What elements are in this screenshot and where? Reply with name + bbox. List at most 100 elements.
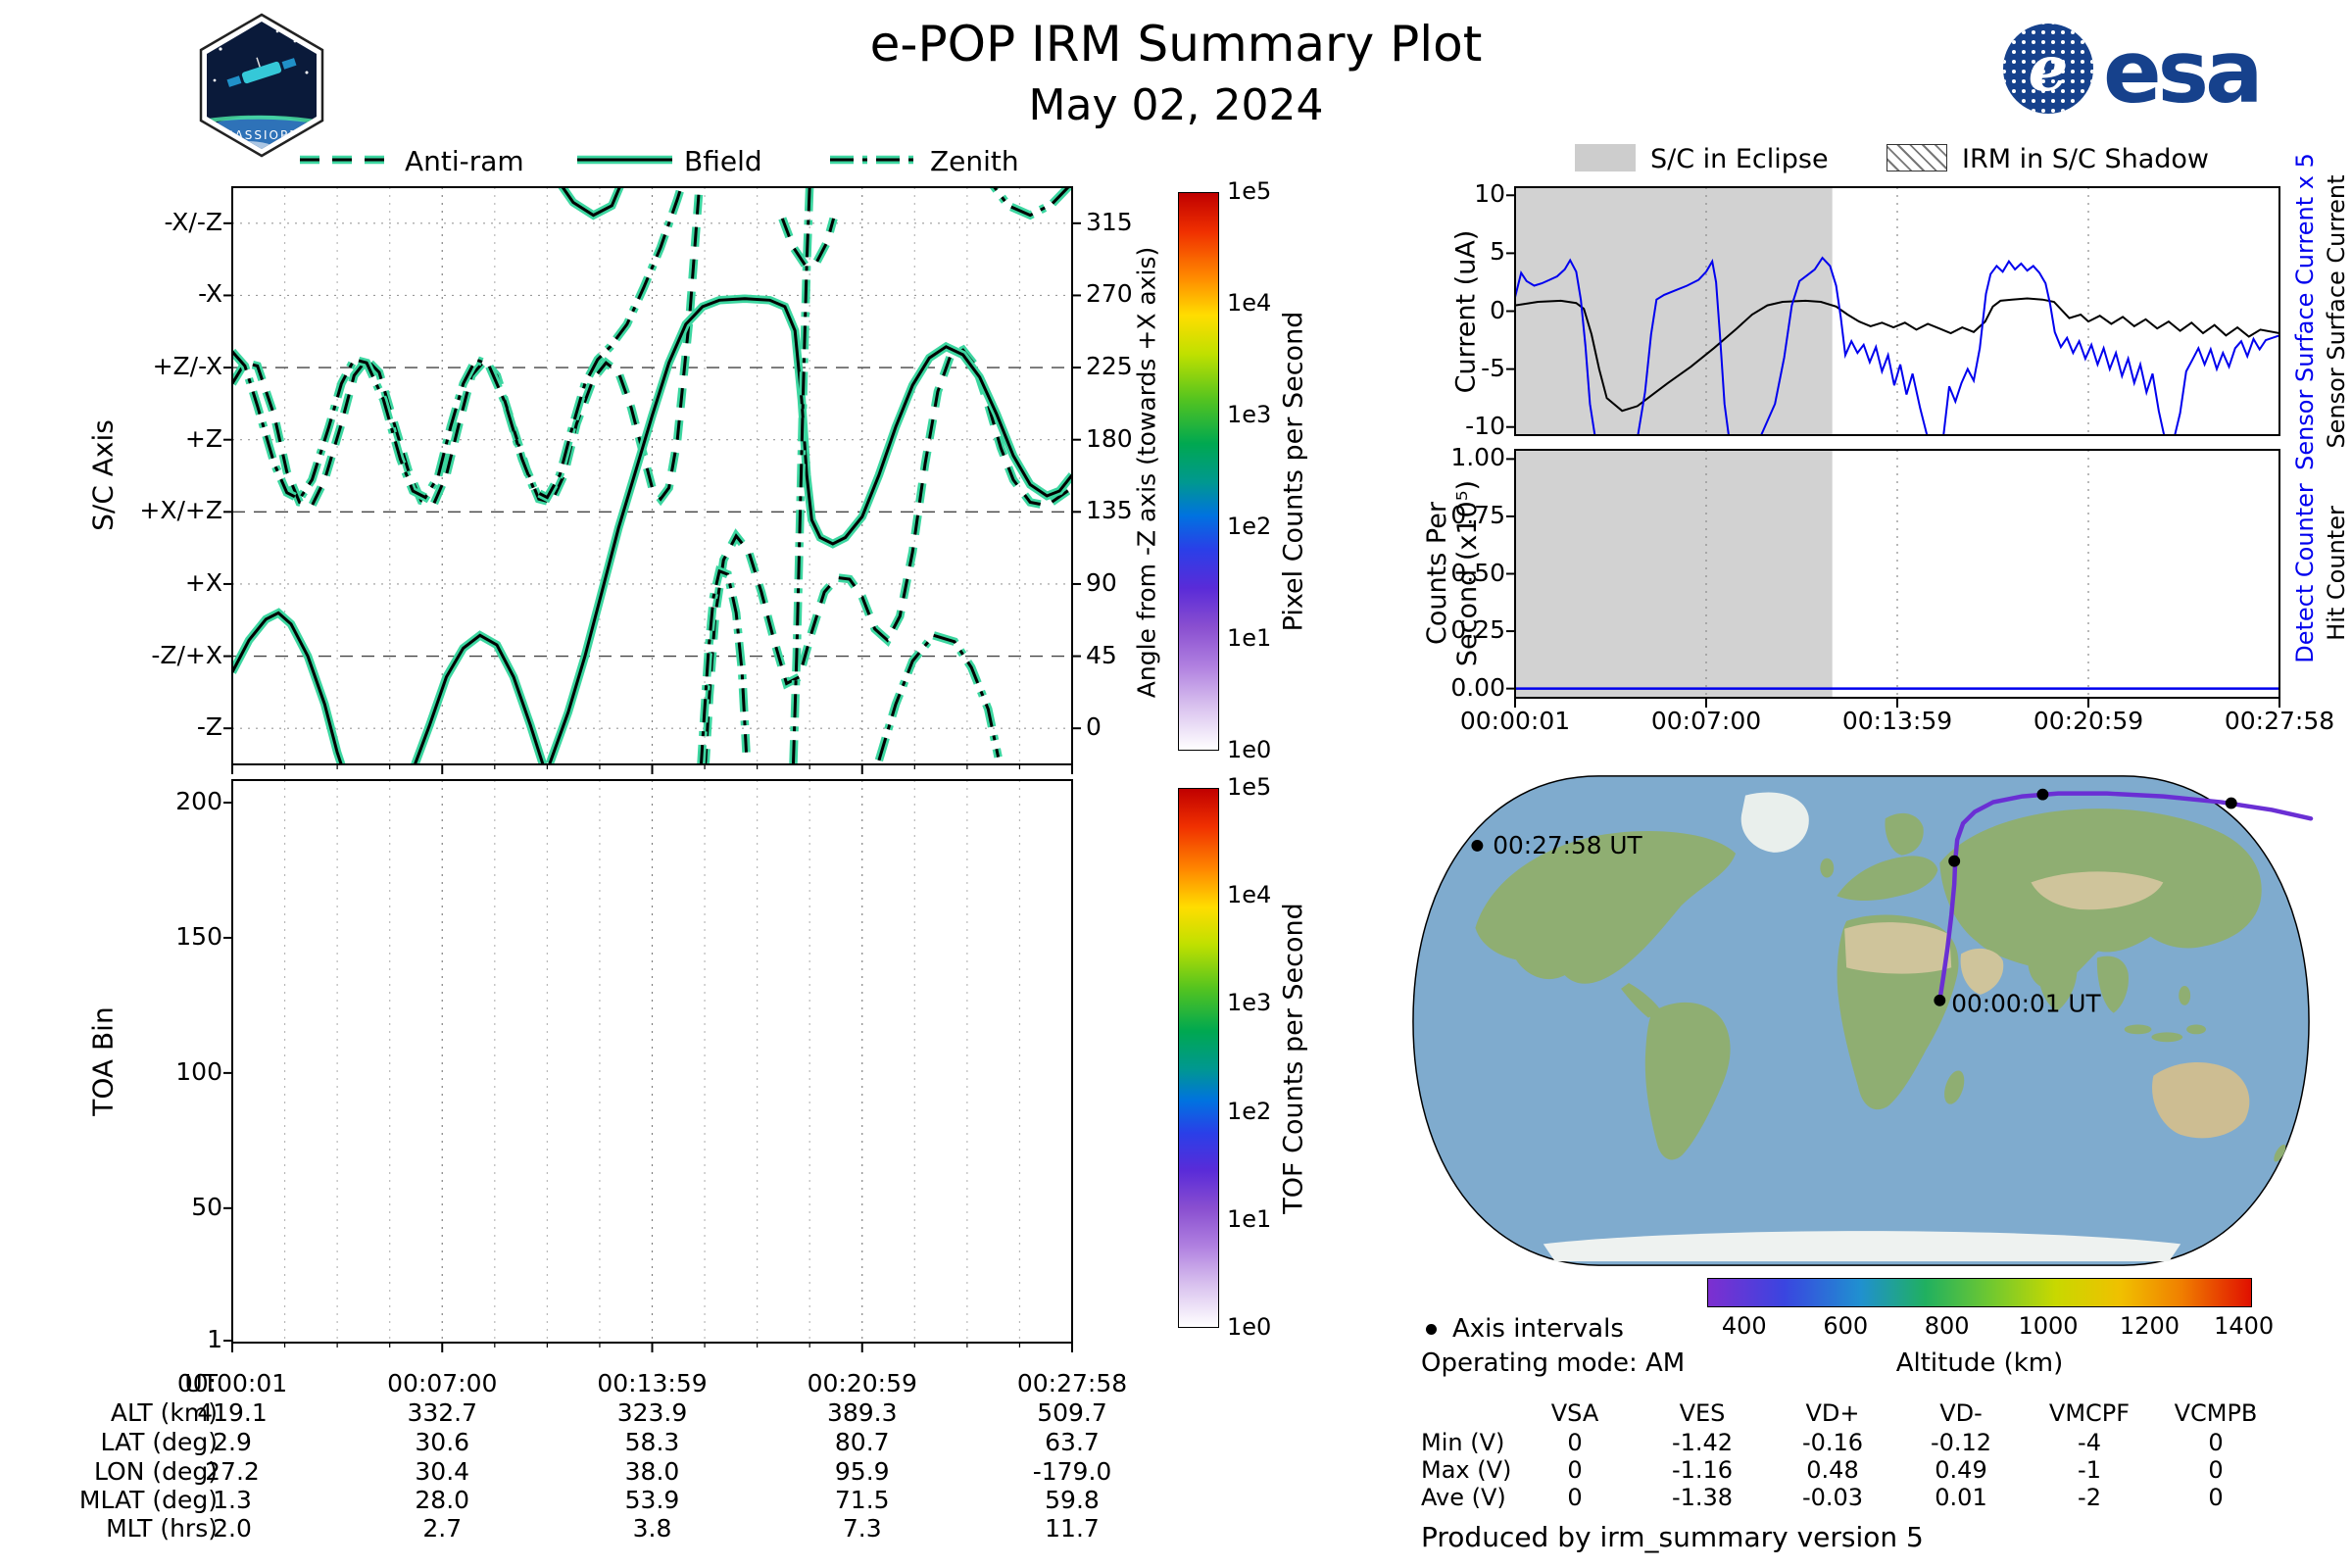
angle-axis-label: Angle from -Z axis (towards +X axis) [1132, 246, 1161, 699]
map-start-label: 00:00:01 UT [1951, 990, 2101, 1018]
orbit-track-layer [1471, 788, 2314, 1006]
legend-zenith-label: Zenith [930, 145, 1019, 177]
pixel-colorbar-tick: 1e4 [1227, 289, 1272, 317]
time-xtick-label: 00:07:00 [1650, 707, 1762, 735]
map-greenland [1740, 792, 1809, 853]
voltage-row-label: Min (V) [1421, 1429, 1505, 1456]
footer-produced-by: Produced by irm_summary version 5 [1421, 1521, 1924, 1553]
ephemeris-row-label: MLAT (deg) [78, 1486, 218, 1514]
voltage-cell: -1.16 [1671, 1456, 1734, 1484]
page-title: e-POP IRM Summary Plot [869, 16, 1483, 73]
map-se-asia [2096, 956, 2129, 1013]
time-xtick-label: 00:00:01 [1459, 707, 1571, 735]
sc-axis-ytick-label: -X [198, 279, 222, 309]
ephemeris-row-label: MLT (hrs) [106, 1514, 218, 1543]
toa-ytick-label: 200 [175, 787, 222, 815]
altitude-tick: 1200 [2119, 1312, 2180, 1340]
ephemeris-cell: 00:20:59 [807, 1369, 917, 1397]
map-arabia [1960, 948, 2004, 995]
voltage-cell: 0 [1567, 1484, 1583, 1511]
tof-colorbar-tick: 1e4 [1227, 881, 1272, 909]
altitude-tick: 600 [1823, 1312, 1869, 1340]
voltage-cell: 0 [2208, 1456, 2224, 1484]
current-right-label-blue: Sensor Surface Current x 5 [2291, 153, 2319, 470]
map-japan-2 [2223, 915, 2236, 934]
time-xtick-label: 00:27:58 [2224, 707, 2335, 735]
map-new-zealand [2274, 1144, 2286, 1162]
tof-colorbar [1178, 788, 1219, 1328]
current-ytick-label: -10 [1465, 411, 1505, 440]
ephemeris-cell: 332.7 [407, 1398, 478, 1427]
esa-logo: e esa [2003, 22, 2263, 122]
counts-ytick-label: 0.50 [1450, 558, 1505, 587]
map-central-asia [2031, 871, 2164, 910]
ephemeris-row-label: LON (deg) [94, 1457, 218, 1486]
toa-ytick-label: 150 [175, 921, 222, 951]
ephemeris-cell: 00:00:01 [176, 1369, 288, 1397]
counts-ytick-label: 1.00 [1450, 443, 1505, 472]
map-continents [1475, 792, 2286, 1262]
current-ytick-label: 0 [1490, 295, 1505, 324]
tof-colorbar-tick: 1e0 [1227, 1313, 1272, 1341]
voltage-col-header: VD- [1939, 1399, 1983, 1427]
voltage-row-label: Max (V) [1421, 1456, 1512, 1484]
ephemeris-cell: 80.7 [834, 1428, 890, 1456]
esa-wordmark: esa [2103, 22, 2259, 122]
current-ytick-label: 10 [1474, 179, 1505, 209]
sc-axis-ytick-label: -Z [196, 712, 222, 742]
toa-ytick-label: 100 [175, 1056, 222, 1086]
shadow-swatch [1886, 144, 1947, 172]
tof-colorbar-tick: 1e2 [1227, 1097, 1272, 1125]
axis-intervals-label: Axis intervals [1452, 1314, 1624, 1344]
world-map: 00:00:01 UT 00:27:58 UT [1412, 775, 2314, 1266]
map-indonesia-2 [2151, 1032, 2183, 1043]
angle-axis-tick-label: 315 [1086, 207, 1133, 236]
map-central-america [1621, 983, 1662, 1018]
ephemeris-cell: 509.7 [1037, 1398, 1107, 1427]
ephemeris-cell: 30.6 [415, 1428, 470, 1456]
angle-axis-tick-label: 90 [1086, 567, 1117, 597]
altitude-colorbar-label: Altitude (km) [1895, 1348, 2064, 1378]
angle-axis-tick-label: 135 [1086, 496, 1133, 525]
time-xtick-label: 00:20:59 [2033, 707, 2144, 735]
sc-axis-ytick-label: +X/+Z [139, 496, 222, 525]
map-australia [2152, 1062, 2250, 1139]
ephemeris-cell: 53.9 [624, 1486, 680, 1514]
voltage-cell: 0.49 [1935, 1456, 1987, 1484]
sc-axis-ytick-label: +Z [184, 423, 222, 453]
counts-ytick-label: 0.00 [1450, 672, 1505, 702]
altitude-tick: 1000 [2018, 1312, 2079, 1340]
ephemeris-cell: 59.8 [1045, 1486, 1100, 1514]
tof-colorbar-tick: 1e3 [1227, 989, 1272, 1017]
ephemeris-cell: 63.7 [1045, 1428, 1100, 1456]
angle-axis-tick-label: 180 [1086, 423, 1133, 453]
ephemeris-cell: 28.0 [415, 1486, 470, 1514]
voltage-cell: 0 [1567, 1429, 1583, 1456]
ephemeris-cell: 38.0 [624, 1457, 680, 1486]
voltage-row-label: Ave (V) [1421, 1484, 1506, 1511]
voltage-col-header: VMCPF [2048, 1399, 2131, 1427]
ephemeris-cell: 30.4 [415, 1457, 470, 1486]
sc-axis-ytick-label: +X [184, 567, 222, 597]
ephemeris-cell: 389.3 [826, 1398, 898, 1427]
eclipse-legend-label: S/C in Eclipse [1650, 144, 1829, 174]
ephemeris-cell: 2.0 [213, 1514, 252, 1543]
current-ytick-label: 5 [1490, 237, 1505, 267]
voltage-cell: 0.01 [1935, 1484, 1987, 1511]
legend-antiram-label: Anti-ram [405, 145, 524, 177]
time-xtick-label: 00:13:59 [1841, 707, 1953, 735]
eclipse-swatch [1575, 144, 1636, 172]
ephemeris-cell: 1.3 [213, 1486, 252, 1514]
operating-mode-label: Operating mode: AM [1421, 1348, 1686, 1378]
map-indonesia-3 [2186, 1024, 2206, 1035]
map-india [2037, 951, 2078, 1011]
ephemeris-cell: 00:27:58 [1016, 1369, 1128, 1397]
counts-right-label-black: Hit Counter [2323, 506, 2350, 641]
map-uk [1820, 858, 1835, 878]
voltage-cell: -0.12 [1930, 1429, 1992, 1456]
current-ytick-label: -5 [1481, 353, 1505, 382]
tof-colorbar-tick: 1e5 [1227, 773, 1272, 801]
altitude-tick: 800 [1924, 1312, 1970, 1340]
pixel-colorbar-tick: 1e5 [1227, 177, 1272, 205]
